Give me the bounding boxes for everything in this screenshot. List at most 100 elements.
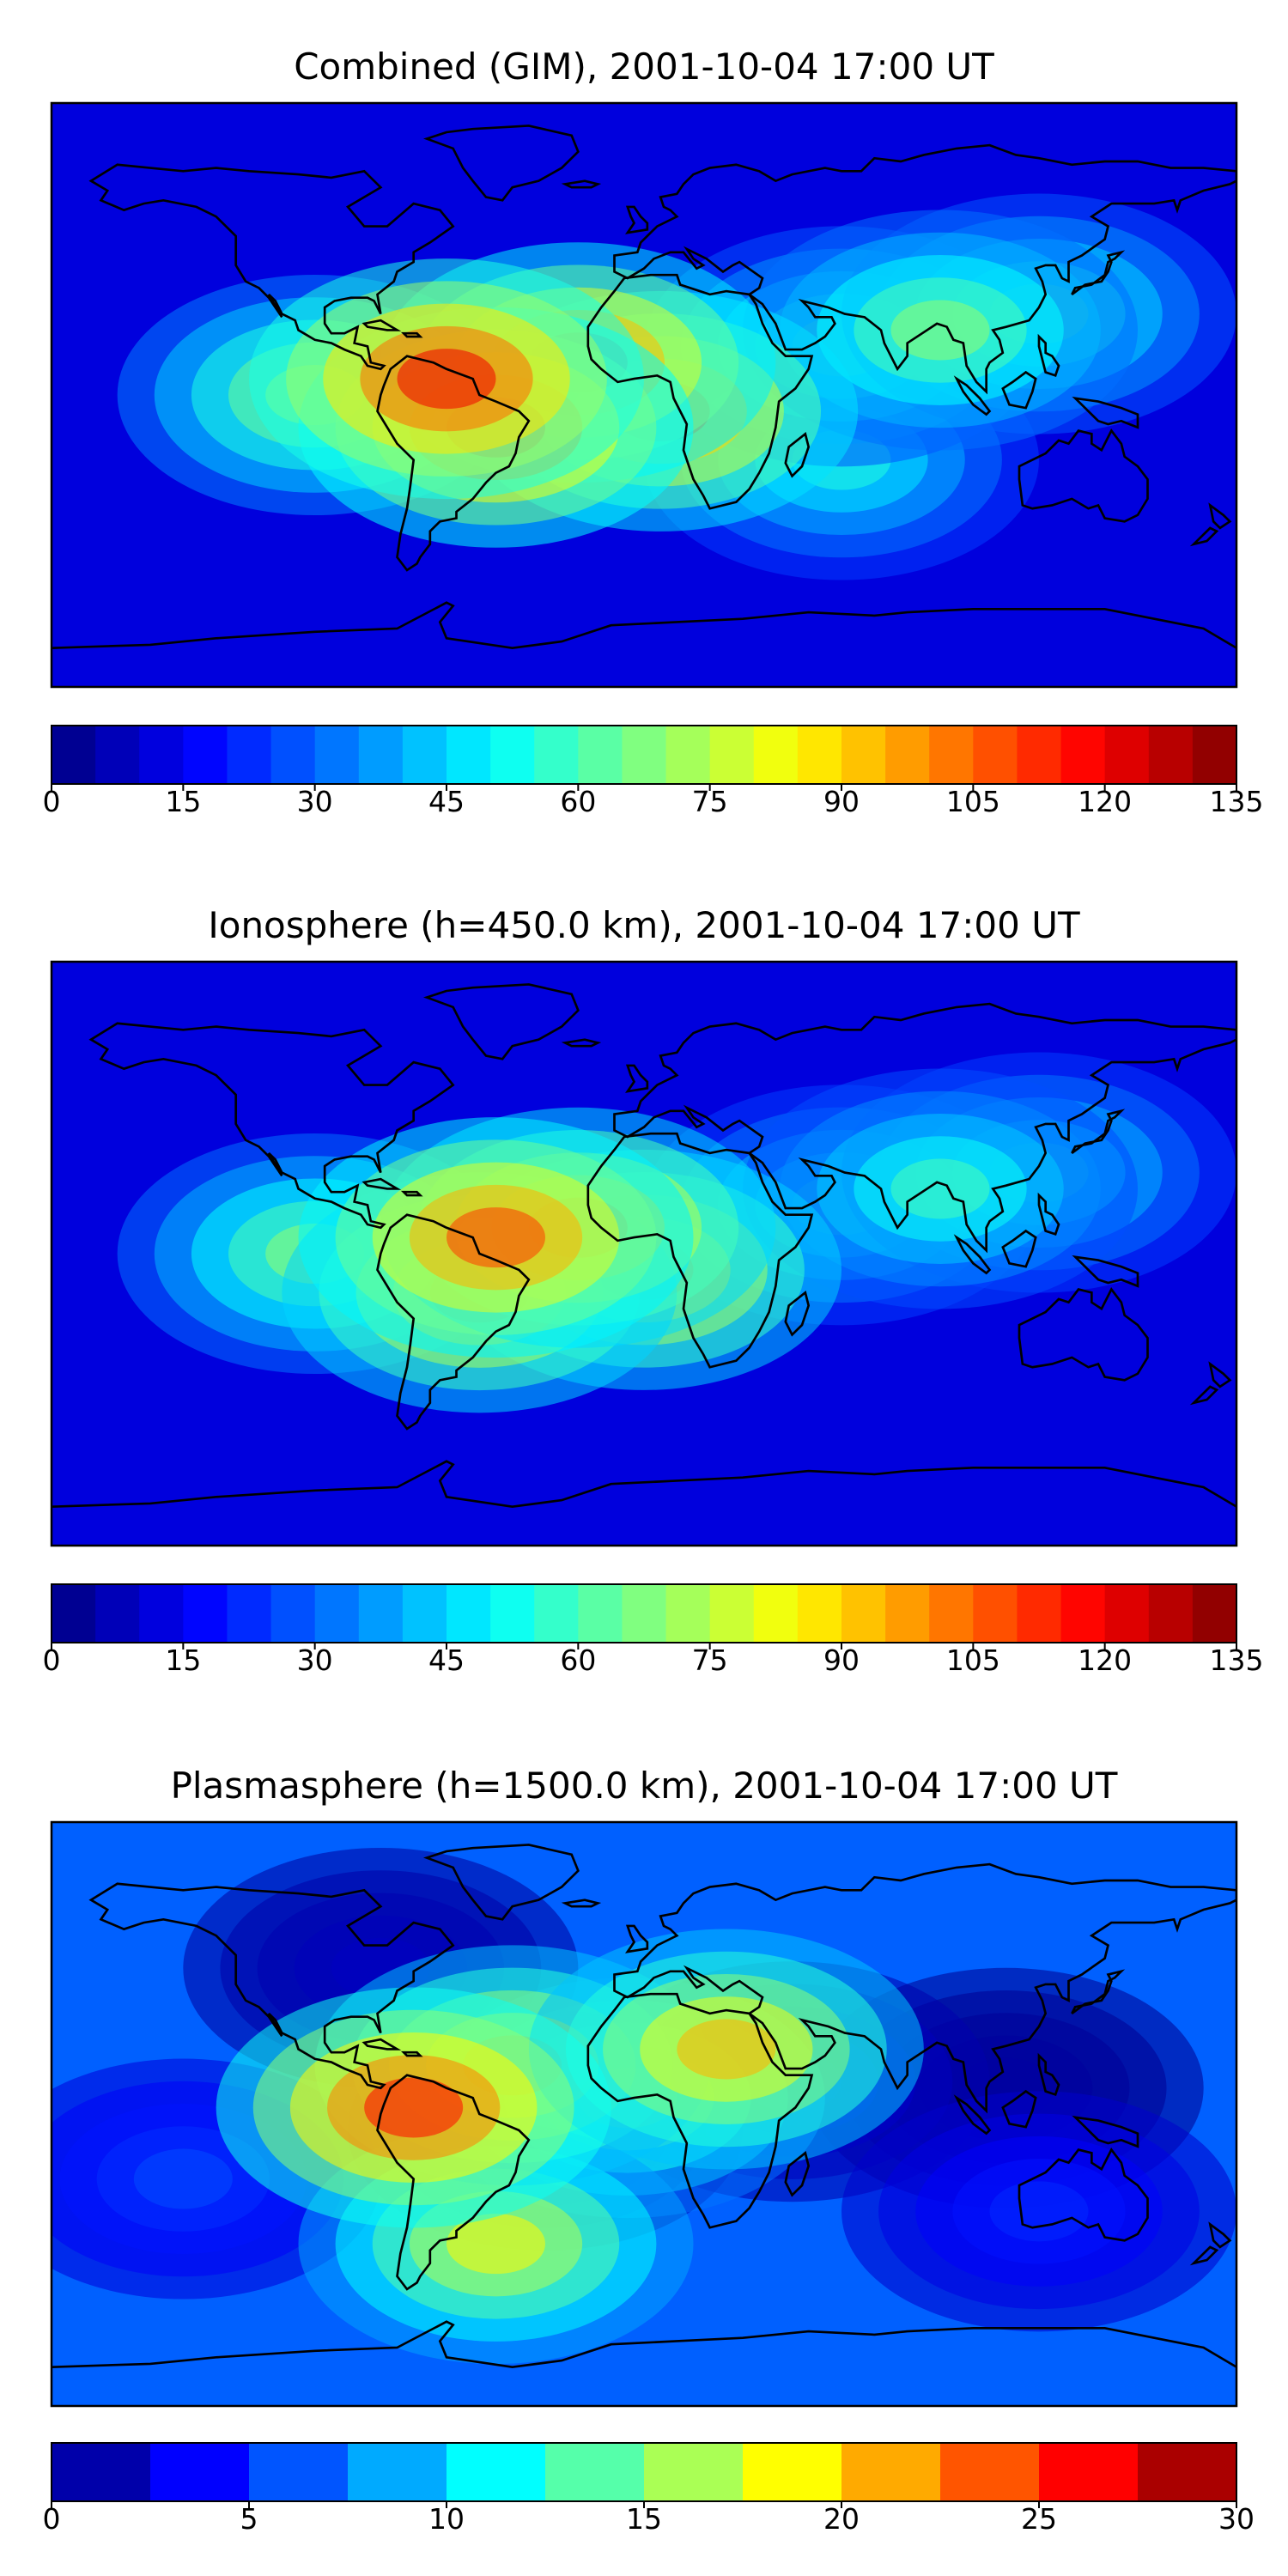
heatmap-blob [677,2019,776,2080]
colorbar-level [841,1584,886,1643]
colorbar-level [1104,726,1150,784]
colorbar-level [183,726,228,784]
colorbar-tick-label: 75 [692,1643,728,1677]
heatmap-blob [447,2214,545,2275]
colorbar-level [1192,726,1237,784]
colorbar-level [753,1584,799,1643]
colorbar-level [95,726,140,784]
colorbar-level [578,726,623,784]
colorbar-tick-label: 45 [428,785,465,818]
panel-plasmasphere: Plasmasphere (h=1500.0 km), 2001-10-04 1… [43,1765,1255,2536]
heatmap-blob [890,300,990,361]
chart-title: Ionosphere (h=450.0 km), 2001-10-04 17:0… [208,904,1080,946]
colorbar-tick-label: 15 [165,785,201,818]
colorbar-tick-label: 25 [1021,2502,1057,2536]
colorbar-level [314,1584,360,1643]
colorbar-level [578,1584,623,1643]
colorbar-level [52,726,96,784]
colorbar-tick-label: 135 [1210,1643,1264,1677]
panel-ionosphere: Ionosphere (h=450.0 km), 2001-10-04 17:0… [43,904,1264,1677]
colorbar-level [644,2443,744,2501]
colorbar-tick-label: 30 [297,1643,333,1677]
colorbar-level [183,1584,228,1643]
colorbar-level [358,726,404,784]
colorbar-level [665,726,711,784]
colorbar-level [885,726,930,784]
heatmap-field [117,193,1236,580]
colorbar-tick-label: 120 [1078,1643,1132,1677]
colorbar-level [973,1584,1018,1643]
colorbar-level [358,1584,404,1643]
colorbar-level [1017,726,1062,784]
colorbar: 0 5 10 15 20 25 30 [43,2442,1255,2536]
colorbar-frame [51,1583,1237,1643]
colorbar-tick-label: 20 [823,2502,860,2536]
colorbar-level [52,2443,151,2501]
colorbar-level [270,1584,316,1643]
heatmap-field [52,1848,1236,2365]
colorbar-level [227,1584,272,1643]
colorbar-level [447,2443,546,2501]
colorbar-level [709,1584,755,1643]
colorbar-level [534,726,579,784]
colorbar-tick-label: 90 [823,785,860,818]
colorbar-tick-label: 135 [1210,785,1264,818]
colorbar-level [545,2443,645,2501]
heatmap-blob [447,1207,545,1268]
colorbar-level [885,1584,930,1643]
colorbar-tick-label: 60 [560,1643,596,1677]
colorbar: 0 15 30 45 60 75 90 105 120 135 [43,725,1264,818]
colorbar-tick-label: 105 [946,785,1000,818]
colorbar-tick-label: 30 [1218,2502,1255,2536]
colorbar-tick-label: 0 [43,2502,61,2536]
colorbar-level [797,726,842,784]
colorbar-tick-label: 0 [43,785,61,818]
colorbar-level [348,2443,447,2501]
colorbar-level [52,1584,96,1643]
colorbar-level [1138,2443,1237,2501]
colorbar-level [150,2443,250,2501]
map-frame [50,101,1238,689]
heatmap-blob [133,2148,233,2209]
map-frame [50,1820,1238,2408]
map-frame [50,960,1238,1547]
colorbar-level [622,1584,667,1643]
heatmap-field [117,1052,1236,1413]
colorbar-tick-label: 90 [823,1643,860,1677]
chart-title: Combined (GIM), 2001-10-04 17:00 UT [294,46,994,88]
colorbar-level [841,726,886,784]
colorbar-level [622,726,667,784]
colorbar-frame [51,725,1237,785]
colorbar-level [402,726,447,784]
colorbar-level [447,1584,491,1643]
colorbar-level [314,726,360,784]
colorbar-tick-label: 15 [165,1643,201,1677]
colorbar-level [1017,1584,1062,1643]
heatmap-blob [397,349,496,410]
colorbar-level [1148,726,1194,784]
colorbar: 0 15 30 45 60 75 90 105 120 135 [43,1583,1264,1677]
colorbar-tick-label: 30 [297,785,333,818]
colorbar-tick-label: 45 [428,1643,465,1677]
colorbar-level [1104,1584,1150,1643]
colorbar-level [1148,1584,1194,1643]
colorbar-tick-label: 0 [43,1643,61,1677]
colorbar-level [797,1584,842,1643]
colorbar-tick-label: 75 [692,785,728,818]
colorbar-level [929,1584,974,1643]
colorbar-level [1039,2443,1139,2501]
colorbar-level [270,726,316,784]
colorbar-tick-label: 105 [946,1643,1000,1677]
colorbar-level [1060,726,1106,784]
colorbar-level [841,2443,941,2501]
colorbar-level [447,726,491,784]
colorbar-tick-label: 10 [428,2502,465,2536]
colorbar-level [1060,1584,1106,1643]
heatmap-blob [890,1158,990,1219]
colorbar-tick-label: 60 [560,785,596,818]
colorbar-level [490,726,535,784]
colorbar-level [940,2443,1040,2501]
colorbar-level [402,1584,447,1643]
colorbar-tick-label: 15 [626,2502,662,2536]
